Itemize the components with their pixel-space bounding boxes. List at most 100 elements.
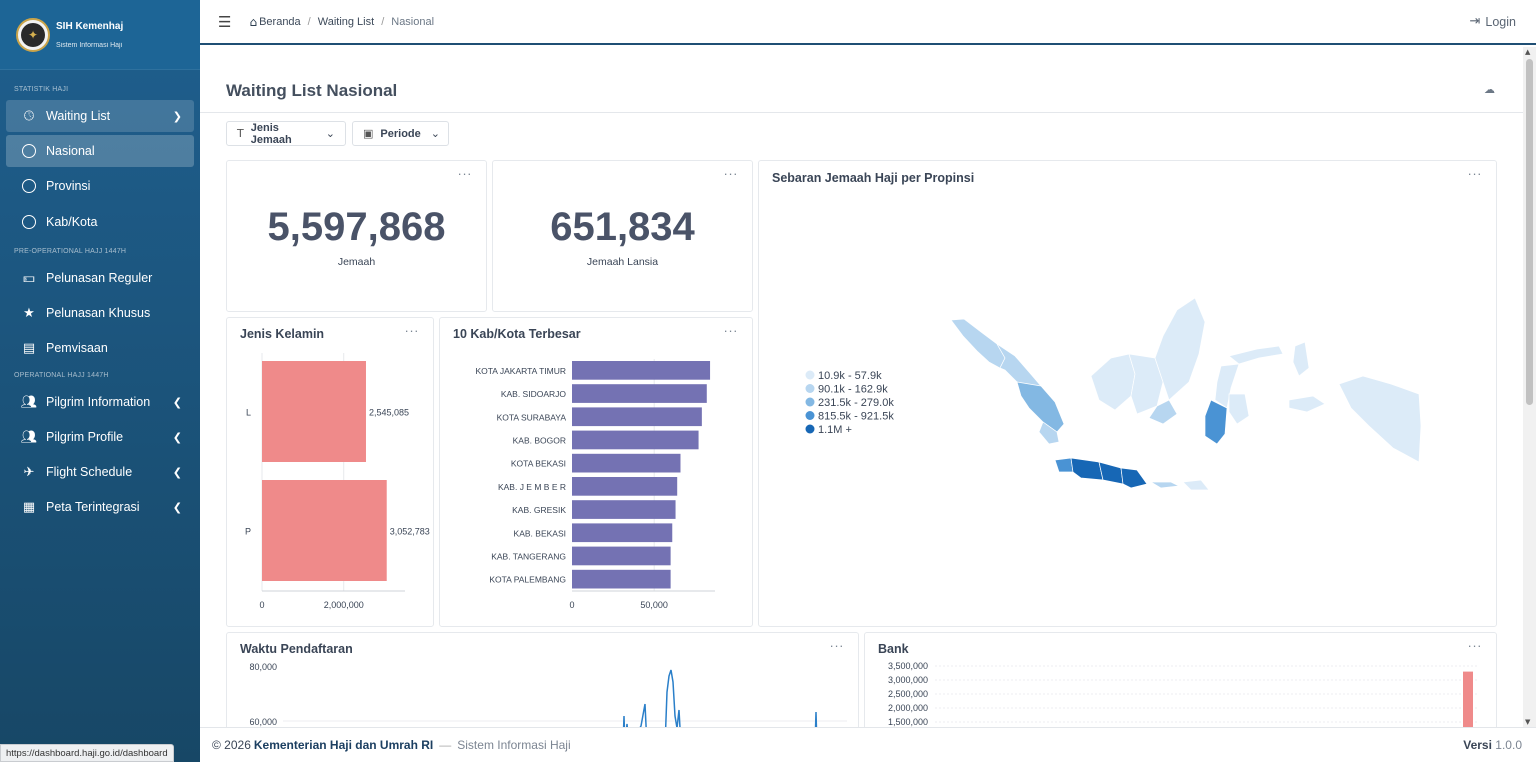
sidebar-item-flight-schedule[interactable]: ✈︎ Flight Schedule ❮: [6, 456, 194, 488]
bar-L[interactable]: [262, 361, 366, 462]
region-jawa-barat[interactable]: [1070, 457, 1104, 481]
scrollbar-thumb[interactable]: [1526, 59, 1533, 405]
waktu-chart: 80,000 60,000: [249, 662, 847, 727]
region-jawa-timur[interactable]: [1120, 467, 1148, 489]
card-menu-icon[interactable]: ···: [404, 323, 419, 338]
passport-icon: ▤: [22, 340, 36, 356]
home-icon[interactable]: ⌂: [249, 14, 258, 29]
region-ntt[interactable]: [1182, 479, 1210, 491]
bar-item[interactable]: [1463, 671, 1473, 727]
footer-separator: —: [439, 738, 452, 752]
bar-item[interactable]: [572, 453, 681, 473]
sidebar-item-peta-terintegrasi[interactable]: ▦ Peta Terintegrasi ❮: [6, 491, 194, 523]
sign-in-icon: ⇥: [1469, 14, 1481, 29]
sidebar-item-pilgrim-profile[interactable]: 👥︎ Pilgrim Profile ❮: [6, 421, 194, 453]
scroll-up-icon[interactable]: ▲: [1525, 48, 1531, 56]
region-papua[interactable]: [1338, 375, 1422, 463]
text-icon: T: [237, 127, 244, 140]
category-label: KAB. GRESIK: [512, 505, 566, 515]
legend-label[interactable]: 90.1k - 162.9k: [818, 384, 888, 396]
login-button[interactable]: ⇥ Login: [1470, 14, 1517, 29]
card-menu-icon[interactable]: ···: [1467, 166, 1482, 181]
footer-copyright: © 2026: [212, 738, 251, 752]
card-menu-icon[interactable]: ···: [457, 166, 472, 181]
region-sumatra-north[interactable]: [950, 318, 1006, 369]
region-lampung[interactable]: [1038, 421, 1060, 445]
region-sulawesi-south[interactable]: [1204, 399, 1228, 445]
download-icon[interactable]: ☁: [1484, 83, 1495, 96]
legend-label[interactable]: 1.1M +: [818, 424, 852, 436]
card-menu-icon[interactable]: ···: [1467, 638, 1482, 653]
region-kalimantan-east[interactable]: [1154, 297, 1206, 401]
breadcrumb-waiting-list[interactable]: Waiting List: [317, 15, 375, 28]
sidebar-item-pemvisaan[interactable]: ▤ Pemvisaan: [6, 332, 194, 364]
kpi-value: 651,834: [550, 205, 695, 249]
card-menu-icon[interactable]: ···: [723, 323, 738, 338]
sidebar-item-kabkota[interactable]: Kab/Kota: [6, 206, 194, 238]
sidebar-item-pelunasan-khusus[interactable]: ★ Pelunasan Khusus: [6, 297, 194, 329]
category-label: KAB. SIDOARJO: [501, 389, 567, 399]
card-menu-icon[interactable]: ···: [829, 638, 844, 653]
legend-swatch[interactable]: [805, 411, 815, 420]
legend-label[interactable]: 10.9k - 57.9k: [818, 370, 882, 382]
scroll-down-icon[interactable]: ▼: [1525, 718, 1531, 726]
brand[interactable]: ✦ SIH Kemenhaj Sistem Informasi Haji: [0, 0, 200, 70]
card-menu-icon[interactable]: ···: [723, 166, 738, 181]
sidebar: ✦ SIH Kemenhaj Sistem Informasi Haji STA…: [0, 0, 200, 762]
bar-item[interactable]: [572, 523, 673, 543]
map-regions: [950, 297, 1422, 491]
sidebar-item-pelunasan-reguler[interactable]: 💵︎ Pelunasan Reguler: [6, 262, 194, 294]
region-maluku-north[interactable]: [1292, 341, 1310, 377]
footer-org-link[interactable]: Kementerian Haji dan Umrah RI: [253, 738, 434, 752]
region-jawa-tengah[interactable]: [1098, 461, 1124, 485]
bar-item[interactable]: [572, 430, 699, 450]
bar-item[interactable]: [572, 477, 678, 496]
region-sumatra-south[interactable]: [1016, 381, 1065, 433]
legend-label[interactable]: 815.5k - 921.5k: [818, 411, 894, 423]
login-label: Login: [1485, 14, 1516, 29]
calendar-icon: ▣: [363, 127, 374, 140]
region-sulawesi-north[interactable]: [1228, 345, 1284, 365]
sidebar-item-provinsi[interactable]: Provinsi: [6, 170, 194, 202]
region-maluku[interactable]: [1288, 395, 1326, 413]
x-tick-label: 50,000: [640, 600, 668, 610]
users-icon: 👥︎: [20, 429, 38, 445]
sidebar-item-label: Pemvisaan: [46, 341, 108, 355]
bar-item[interactable]: [572, 361, 711, 380]
filter-periode[interactable]: ▣ Periode ⌄: [352, 121, 449, 146]
bar-item[interactable]: [572, 384, 707, 403]
footer-version: Versi 1.0.0: [1463, 738, 1522, 752]
card-title: Bank: [878, 642, 909, 656]
legend-label[interactable]: 231.5k - 279.0k: [818, 397, 894, 409]
bar-item[interactable]: [572, 500, 676, 519]
region-bali-nusa[interactable]: [1149, 481, 1181, 489]
region-kalimantan-south[interactable]: [1148, 399, 1178, 425]
sidebar-item-waiting-list[interactable]: 🕓︎ Waiting List ❯: [6, 100, 194, 132]
bar-item[interactable]: [572, 546, 671, 566]
legend-swatch[interactable]: [805, 370, 815, 380]
legend-swatch[interactable]: [805, 384, 815, 393]
region-sulawesi-southeast[interactable]: [1228, 393, 1250, 425]
bar-item[interactable]: [572, 569, 671, 589]
sidebar-item-label: Flight Schedule: [46, 465, 133, 479]
sidebar-item-nasional[interactable]: Nasional: [6, 135, 194, 167]
y-tick-label: 2,500,000: [888, 689, 928, 699]
main-scrollbar[interactable]: ▲ ▼: [1523, 47, 1536, 727]
category-label: KAB. BEKASI: [514, 528, 566, 538]
chevron-down-icon: ⌄: [325, 127, 335, 140]
hamburger-icon[interactable]: ☰: [218, 12, 232, 31]
region-banten[interactable]: [1054, 457, 1074, 473]
region-kalimantan-west[interactable]: [1090, 353, 1136, 411]
footer: © 2026 Kementerian Haji dan Umrah RI — S…: [200, 727, 1536, 762]
breadcrumb-beranda[interactable]: Beranda: [259, 15, 301, 28]
bar-P[interactable]: [262, 480, 387, 581]
bar-item[interactable]: [572, 407, 702, 427]
sidebar-item-pilgrim-information[interactable]: 👥︎ Pilgrim Information ❮: [6, 386, 194, 418]
filter-jenis-jemaah[interactable]: T Jenis Jemaah ⌄: [226, 121, 346, 146]
category-label: KOTA JAKARTA TIMUR: [475, 366, 566, 376]
legend-swatch[interactable]: [805, 424, 815, 434]
circle-icon: [22, 215, 36, 229]
sidebar-item-label: Pelunasan Khusus: [46, 306, 151, 320]
legend-swatch[interactable]: [805, 397, 815, 407]
